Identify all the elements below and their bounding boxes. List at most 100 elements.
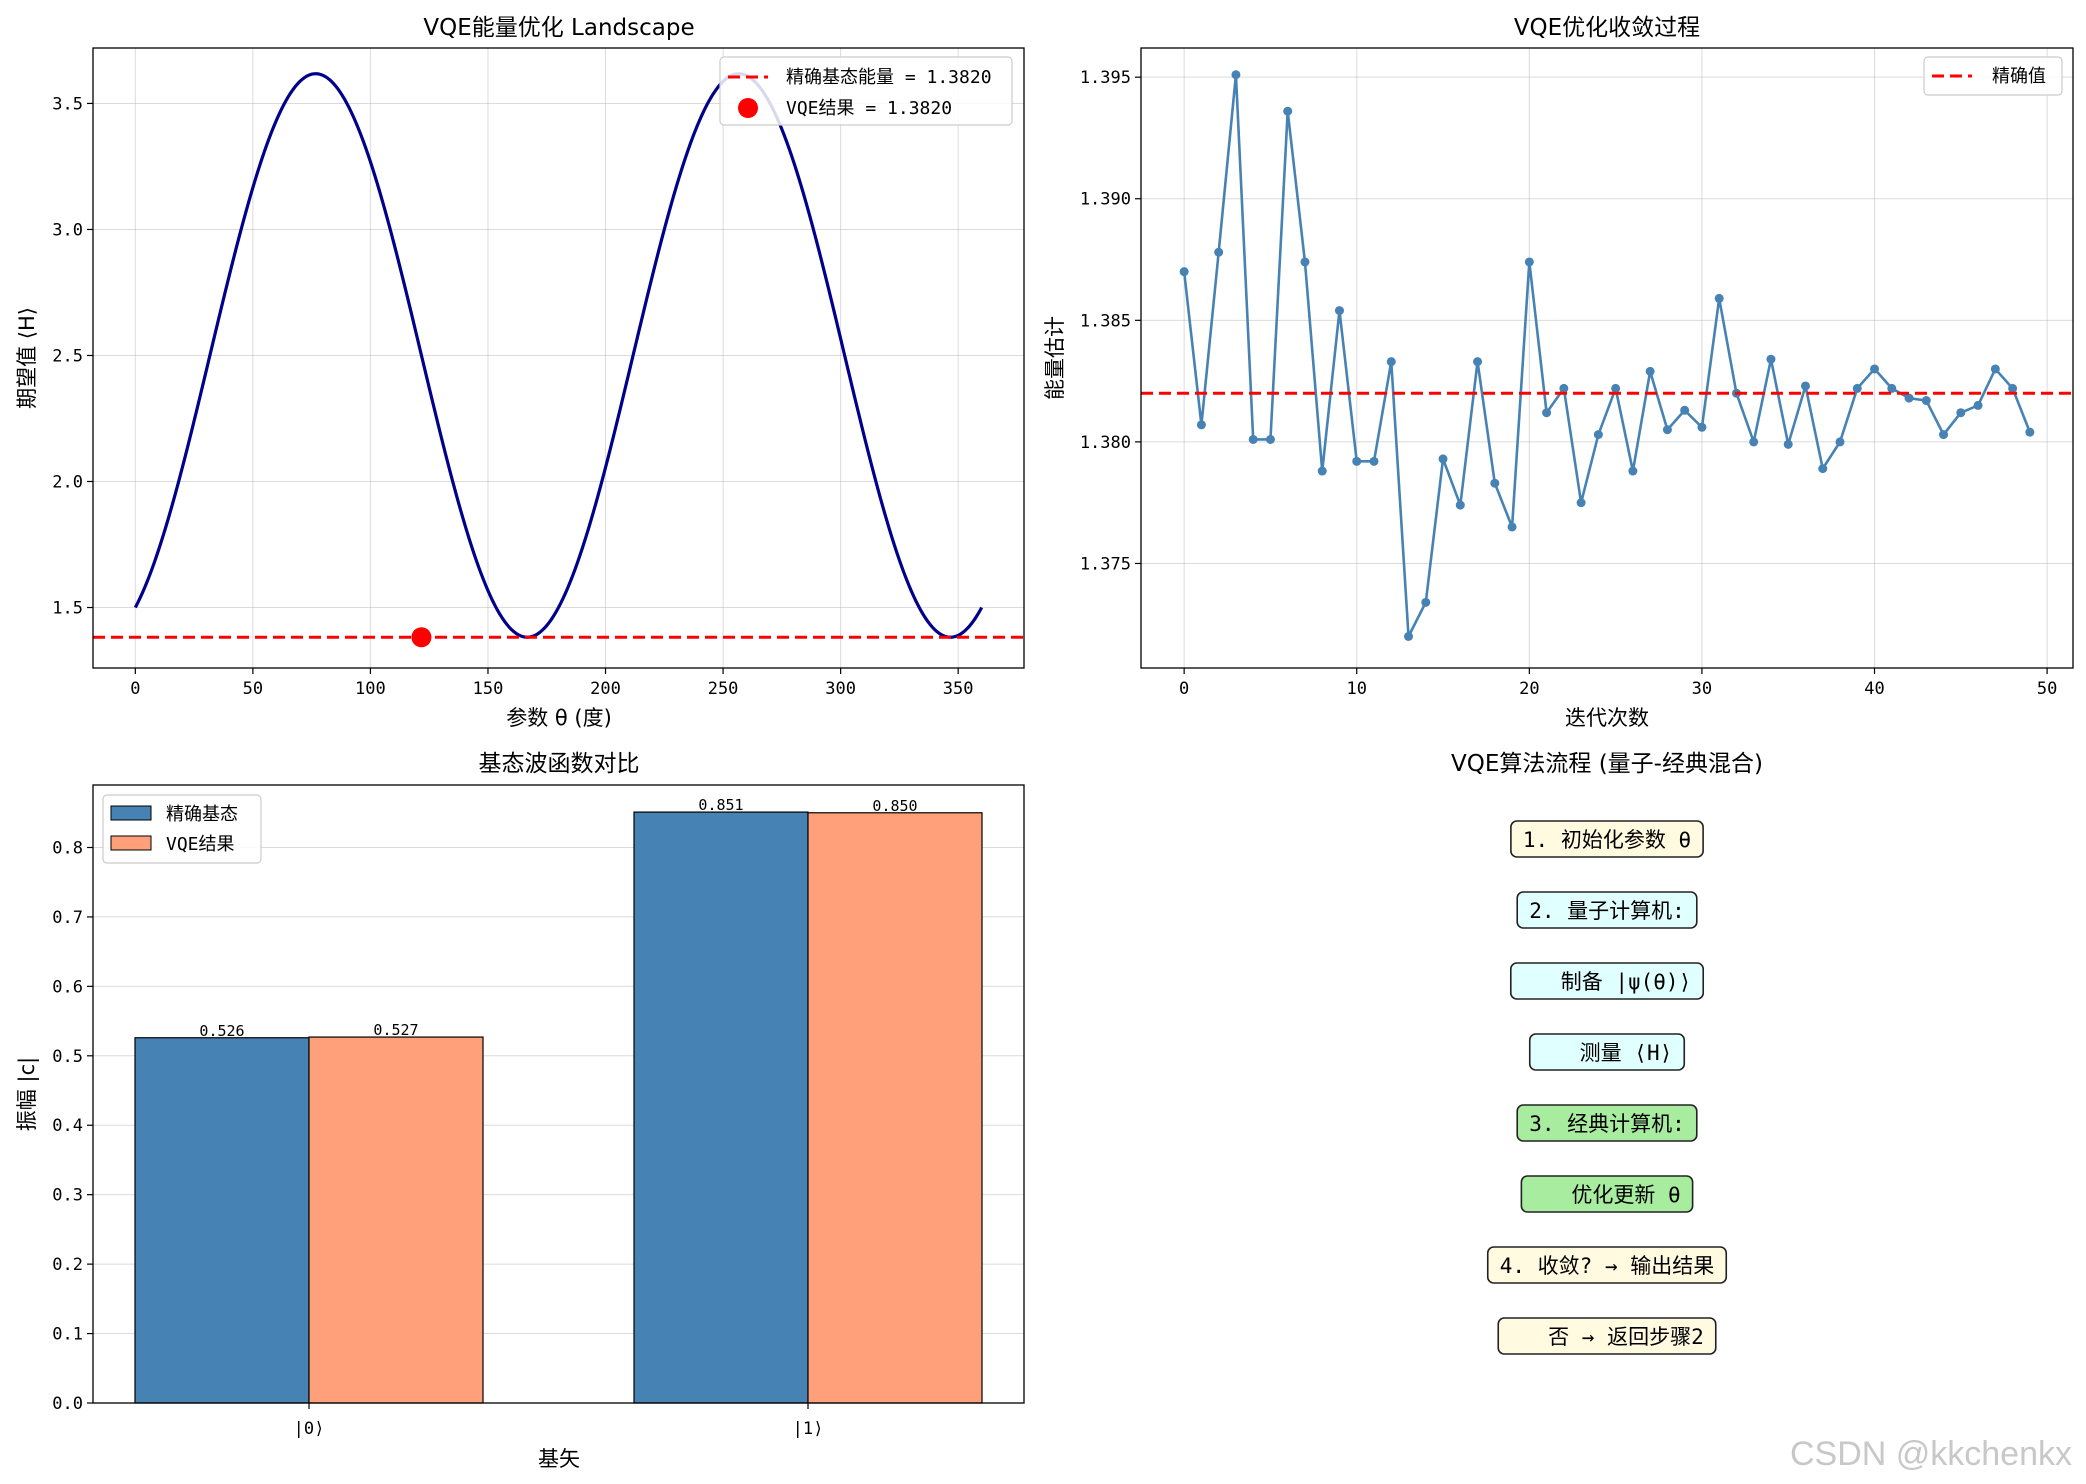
convergence-point: [1697, 422, 1707, 432]
landscape-legend-exact: 精确基态能量 = 1.3820: [786, 67, 992, 88]
landscape-ticks: 0 50 100 150 200 250 300 350 1.5 2.0 2.5 3.0 3.5: [52, 94, 973, 699]
convergence-point: [1179, 267, 1189, 277]
convergence-point: [1473, 357, 1483, 367]
landscape-xtick-label: 250: [708, 679, 739, 699]
convergence-plot: [1141, 70, 2073, 642]
convergence-point: [1956, 408, 1966, 418]
convergence-point: [1542, 408, 1552, 418]
landscape-plot: [93, 72, 1024, 648]
convergence-point: [1369, 456, 1379, 466]
convergence-ticks: 0 10 20 30 40 50 1.375 1.380 1.385 1.390 1.395: [1080, 68, 2058, 699]
flowchart-step-box: [1528, 1033, 1686, 1071]
convergence-point: [1300, 257, 1310, 267]
convergence-point: [2008, 383, 2018, 393]
convergence-frame: [1140, 47, 2074, 669]
convergence-ylabel: 能量估计: [1043, 316, 1067, 400]
convergence-point: [1904, 393, 1914, 403]
landscape-xtick-label: 300: [825, 679, 856, 699]
convergence-title: VQE优化收敛过程: [1514, 15, 1700, 41]
convergence-point: [1404, 631, 1414, 641]
convergence-point: [1438, 454, 1448, 464]
convergence-ytick-label: 1.380: [1080, 433, 1131, 453]
wavefunction-ytick-label: 0.6: [52, 977, 83, 997]
convergence-point: [1973, 400, 1983, 410]
convergence-point: [1265, 434, 1275, 444]
flowchart-step-label: 制备 |ψ(θ)⟩: [1523, 970, 1691, 995]
wavefunction-ticks: 0.0 0.1 0.2 0.3 0.4 0.5 0.6 0.7 0.8 |0⟩ |1⟩: [52, 838, 823, 1439]
wavefunction-bar-label: 0.527: [373, 1021, 418, 1039]
landscape-title: VQE能量优化 Landscape: [423, 15, 694, 41]
landscape-xtick-label: 0: [130, 679, 140, 699]
flowchart-step-label: 否 → 返回步骤2: [1510, 1325, 1704, 1349]
convergence-point: [1559, 383, 1569, 393]
landscape-xlabel: 参数 θ (度): [506, 706, 612, 730]
flowchart-step-box: [1516, 1104, 1698, 1142]
landscape-xtick-label: 50: [243, 679, 263, 699]
landscape-ytick-label: 2.0: [52, 472, 83, 492]
flowchart-step-box: [1510, 820, 1704, 858]
convergence-xtick-label: 40: [1864, 679, 1884, 699]
wavefunction-bar: [633, 811, 809, 1404]
convergence-point: [1766, 354, 1776, 364]
landscape-legend-vqe: VQE结果 = 1.3820: [786, 98, 952, 119]
landscape-frame: [92, 47, 1025, 669]
convergence-point: [1645, 366, 1655, 376]
convergence-point: [1783, 439, 1793, 449]
convergence-point: [1576, 498, 1586, 508]
landscape-ytick-label: 3.5: [52, 94, 83, 114]
convergence-grid: [1141, 48, 2073, 668]
wavefunction-legend-exact-swatch: [110, 805, 152, 821]
wavefunction-ytick-label: 0.3: [52, 1186, 83, 1206]
landscape-energy-curve: [133, 72, 984, 639]
convergence-point: [1248, 434, 1258, 444]
convergence-point: [1421, 597, 1431, 607]
flowchart-step-label: 测量 ⟨H⟩: [1542, 1041, 1673, 1065]
convergence-ytick-label: 1.390: [1080, 190, 1131, 210]
flowchart-step-box: [1520, 1175, 1694, 1213]
convergence-point: [1835, 437, 1845, 447]
convergence-point: [1490, 478, 1500, 488]
convergence-legend-box: [1923, 56, 2063, 96]
convergence-point: [1818, 464, 1828, 474]
landscape-xtick-label: 100: [355, 679, 386, 699]
landscape-panel: VQE能量优化 Landscape 0 50 100 150 200 250 300 350 1…: [15, 15, 1025, 730]
wavefunction-frame: [92, 784, 1025, 1404]
wavefunction-bar: [807, 812, 983, 1404]
flowchart-step-label: 1. 初始化参数 θ: [1523, 828, 1691, 852]
convergence-xtick-label: 20: [1519, 679, 1539, 699]
landscape-legend: 精确基态能量 = 1.3820 VQE结果 = 1.3820: [719, 56, 1013, 126]
wavefunction-legend: 精确基态 VQE结果: [102, 794, 262, 864]
convergence-xlabel: 迭代次数: [1565, 706, 1649, 730]
wavefunction-ytick-label: 0.4: [52, 1116, 83, 1136]
convergence-point: [1611, 383, 1621, 393]
wavefunction-ytick-label: 0.7: [52, 908, 83, 928]
wavefunction-ytick-label: 0.2: [52, 1255, 83, 1275]
landscape-legend-box: [719, 56, 1013, 126]
convergence-point: [1334, 306, 1344, 316]
landscape-ytick-label: 3.0: [52, 220, 83, 240]
convergence-xtick-label: 10: [1346, 679, 1366, 699]
convergence-point: [1214, 247, 1224, 257]
landscape-xtick-label: 350: [943, 679, 974, 699]
convergence-point: [2025, 427, 2035, 437]
wavefunction-ylabel: 振幅 |c|: [15, 1057, 40, 1131]
convergence-point: [1749, 437, 1759, 447]
landscape-xtick-label: 200: [590, 679, 621, 699]
watermark: CSDN @kkchenkx: [1790, 1435, 2072, 1473]
convergence-point: [1800, 381, 1810, 391]
flowchart-title: VQE算法流程 (量子-经典混合): [1451, 751, 1763, 777]
wavefunction-xtick-label: |1⟩: [793, 1419, 824, 1439]
convergence-point: [1231, 70, 1241, 80]
flowchart-panel: VQE算法流程 (量子-经典混合) 1. 初始化参数 θ 2. 量子计算机: 制备…: [1451, 751, 1763, 1355]
wavefunction-legend-exact: 精确基态: [166, 804, 238, 825]
wavefunction-plot: 0.526 0.527 0.851 0.850: [134, 796, 983, 1404]
convergence-point: [1714, 293, 1724, 303]
flowchart-step-box: [1516, 891, 1698, 929]
convergence-point: [1455, 500, 1465, 510]
wavefunction-xtick-label: |0⟩: [294, 1419, 325, 1439]
convergence-point: [1524, 257, 1534, 267]
landscape-grid: [93, 48, 1024, 668]
convergence-ytick-label: 1.375: [1080, 554, 1131, 574]
wavefunction-legend-vqe-swatch: [110, 835, 152, 851]
